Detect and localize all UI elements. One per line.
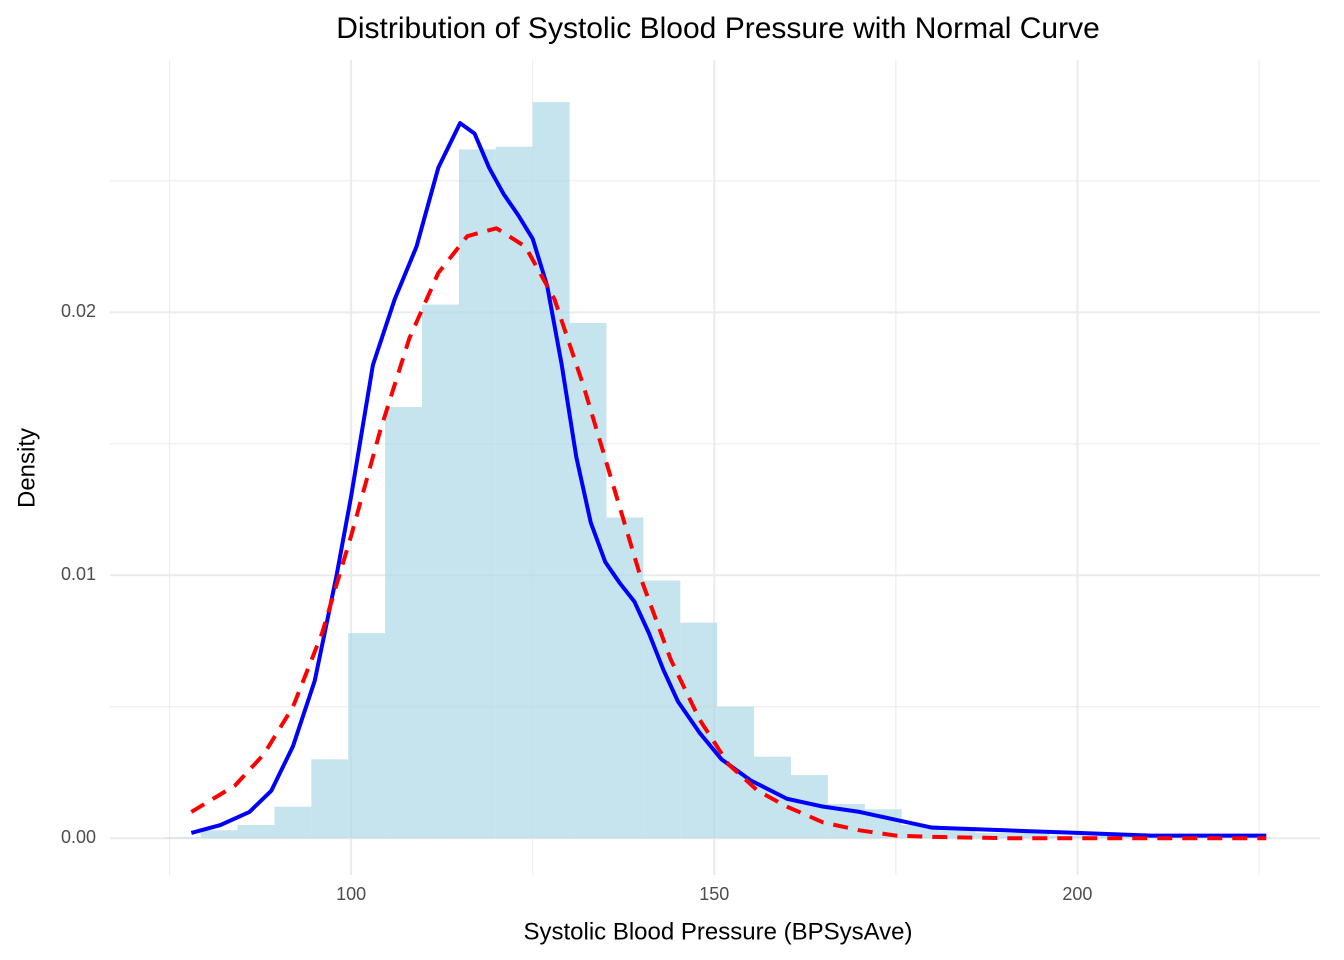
bar	[385, 407, 423, 839]
bar	[569, 322, 607, 839]
bar	[532, 102, 570, 839]
normal-curve	[190, 226, 1267, 841]
chart-title: Distribution of Systolic Blood Pressure …	[336, 12, 1100, 45]
bar	[1233, 837, 1271, 839]
x-tick-label: 150	[699, 884, 729, 904]
bar	[643, 580, 681, 839]
y-axis-label: Density	[13, 428, 40, 508]
bar	[200, 830, 238, 839]
x-axis-label: Systolic Blood Pressure (BPSysAve)	[523, 918, 912, 945]
density-curve	[190, 121, 1267, 838]
bar	[311, 759, 349, 839]
bar	[458, 149, 496, 839]
bar	[237, 825, 275, 839]
y-tick-label: 0.00	[61, 827, 96, 847]
bar	[163, 837, 201, 839]
y-tick-label: 0.02	[61, 301, 96, 321]
bar	[495, 146, 533, 839]
bar	[348, 633, 386, 839]
x-tick-label: 100	[336, 884, 366, 904]
bar	[274, 806, 312, 839]
y-tick-label: 0.01	[61, 564, 96, 584]
bar	[938, 830, 976, 839]
bar	[975, 832, 1013, 839]
bar	[1012, 832, 1050, 839]
bar	[1086, 835, 1124, 839]
bar	[422, 304, 459, 839]
x-tick-label: 200	[1062, 884, 1092, 904]
